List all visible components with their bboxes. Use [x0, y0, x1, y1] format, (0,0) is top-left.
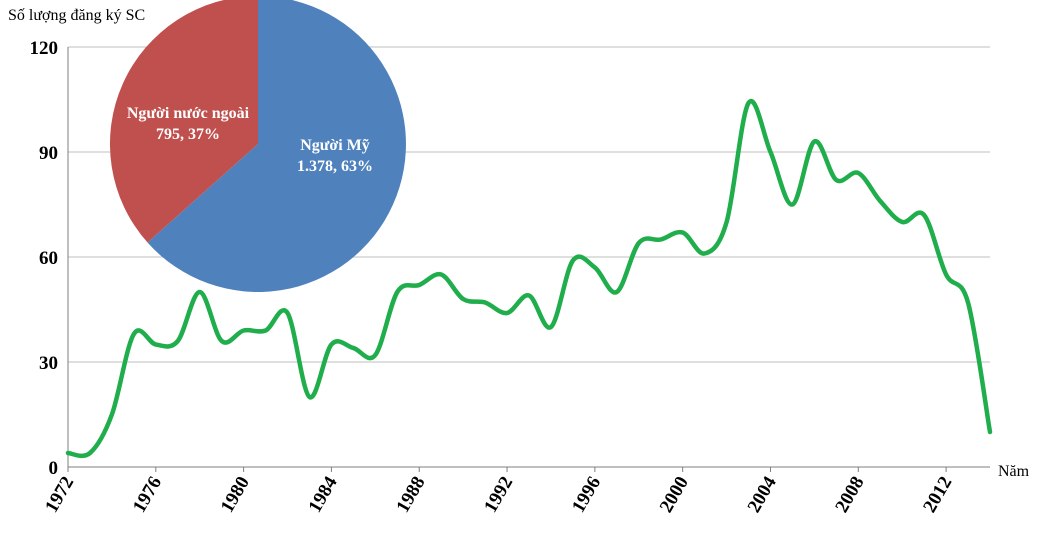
pie-slice — [109, 0, 258, 243]
pie-chart: Người Mỹ 1.378, 63% Người nước ngoài 795, 3… — [109, 0, 406, 292]
x-tick-label: 1996 — [568, 473, 605, 516]
pie-slice — [147, 0, 406, 292]
line-series — [65, 98, 993, 459]
y-tick-label: 120 — [30, 38, 59, 59]
pie-slice-label: Người nước ngoài — [127, 105, 250, 122]
x-tick-label: 1980 — [217, 473, 254, 516]
x-tick-label: 2000 — [656, 473, 693, 516]
x-tick-label: 1992 — [480, 473, 517, 516]
pie-slice-value: 1.378, 63% — [297, 158, 373, 175]
x-tick-label: 2012 — [919, 473, 956, 516]
x-tick-label: 1976 — [129, 473, 166, 516]
y-tick-label: 0 — [49, 458, 59, 479]
series-line — [65, 98, 993, 459]
x-tick-label: 1984 — [305, 473, 342, 517]
x-axis-title: Năm — [998, 463, 1030, 480]
x-tick-label: 2008 — [831, 473, 868, 516]
pie-slice-label: Người Mỹ — [300, 137, 370, 154]
x-tick-label: 1988 — [392, 473, 429, 516]
y-tick-label: 90 — [39, 143, 58, 164]
y-tick-label: 30 — [39, 353, 58, 374]
y-tick-label: 60 — [39, 248, 58, 269]
x-tick-label: 2004 — [744, 473, 781, 517]
y-axis-title: Số lượng đăng ký SC — [8, 7, 145, 24]
pie-slice-value: 795, 37% — [156, 126, 220, 143]
x-tick-label: 1972 — [41, 473, 78, 516]
